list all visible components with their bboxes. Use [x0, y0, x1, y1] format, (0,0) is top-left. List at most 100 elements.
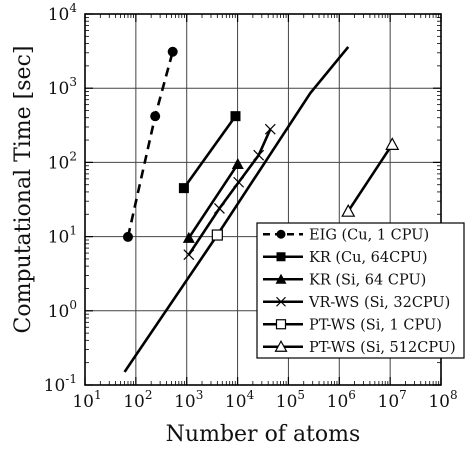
data-point-stroke [233, 176, 245, 188]
x-tick-label-base: 10 [174, 392, 196, 412]
y-tick-label-exp: 2 [69, 149, 77, 163]
legend-marker [276, 296, 286, 307]
y-tick-label-exp: 0 [69, 298, 77, 312]
legend-label: EIG (Cu, 1 CPU) [309, 227, 429, 243]
x-tick-label-base: 10 [72, 392, 94, 412]
series-line [123, 46, 350, 373]
legend-entry: KR (Si, 64 CPU) [263, 272, 426, 288]
x-tick-label-base: 10 [225, 392, 247, 412]
series-4 [123, 46, 350, 373]
legend: EIG (Cu, 1 CPU) KR (Cu, 64CPU) KR (Si, 64 … [256, 222, 465, 359]
legend-marker-stroke [276, 296, 286, 307]
legend-marker [274, 340, 288, 352]
series-line [187, 163, 239, 239]
x-tick-label-exp: 6 [348, 388, 356, 402]
series-line [182, 115, 237, 189]
data-point [253, 149, 265, 161]
y-tick-label: 104 [48, 1, 78, 25]
y-tick-label-exp: 3 [69, 75, 77, 89]
x-tick-label-exp: 5 [297, 388, 305, 402]
x-tick-label-exp: 1 [94, 388, 102, 402]
y-tick-label: 10-1 [44, 372, 77, 396]
y-axis-title: Computational Time [sec] [11, 46, 36, 334]
legend-entry: PT-WS (Si, 1 CPU) [263, 317, 442, 333]
x-tick-label-exp: 7 [399, 388, 407, 402]
data-point-stroke [183, 249, 195, 261]
series-line [347, 143, 394, 212]
legend-entry: KR (Cu, 64CPU) [263, 250, 428, 266]
y-tick-label-base: 10 [44, 376, 66, 396]
x-tick-label-base: 10 [123, 392, 145, 412]
legend-marker [275, 319, 287, 330]
series-5 [341, 137, 400, 217]
plot-frame [84, 13, 442, 386]
y-tick-label-exp: 4 [69, 1, 77, 15]
x-tick-label: 107 [378, 388, 407, 412]
data-point [341, 203, 356, 217]
data-point [230, 111, 241, 122]
x-tick-label: 101 [72, 388, 101, 412]
x-tick-label: 105 [276, 388, 305, 412]
y-tick-label-exp: -1 [65, 372, 77, 386]
data-point-stroke [253, 149, 265, 161]
legend-marker [276, 252, 286, 262]
tick-labels: 101 102 103 104 105 106 107 10810-1100101102103… [44, 1, 458, 412]
x-tick-label-exp: 2 [145, 388, 153, 402]
y-tick-label-exp: 1 [69, 224, 77, 238]
y-tick-label-base: 10 [48, 153, 70, 173]
series-2 [182, 158, 244, 243]
y-tick-label: 102 [48, 149, 77, 173]
data-point [150, 111, 161, 122]
data-point [178, 183, 189, 194]
data-point [214, 202, 225, 214]
y-tick-label: 100 [48, 298, 77, 322]
ticks [84, 13, 442, 386]
y-tick-label-base: 10 [48, 302, 70, 322]
series-layer [122, 46, 400, 373]
series-0 [122, 46, 178, 242]
x-tick-label-base: 10 [428, 392, 450, 412]
x-tick-label: 106 [327, 388, 356, 412]
x-axis-title: Number of atoms [166, 422, 361, 447]
y-tick-label-base: 10 [48, 79, 70, 99]
x-tick-label: 103 [174, 388, 203, 412]
x-tick-label: 104 [225, 388, 255, 412]
legend-label: KR (Cu, 64CPU) [309, 250, 428, 266]
y-tick-label: 103 [48, 75, 77, 99]
series-3 [183, 123, 276, 261]
legend-entry: PT-WS (Si, 512CPU) [263, 340, 456, 356]
legend-entry: VR-WS (Si, 32CPU) [263, 295, 450, 311]
x-tick-label-base: 10 [378, 392, 400, 412]
x-tick-label: 108 [428, 388, 457, 412]
x-tick-label: 102 [123, 388, 152, 412]
legend-label: PT-WS (Si, 1 CPU) [309, 317, 442, 333]
y-tick-label: 101 [48, 224, 77, 248]
data-point [211, 229, 223, 241]
data-point-stroke [264, 123, 276, 135]
legend-box [256, 222, 465, 359]
legend-marker [276, 229, 286, 239]
legend-entry: EIG (Cu, 1 CPU) [263, 227, 429, 243]
x-tick-label-exp: 3 [196, 388, 204, 402]
data-point [231, 158, 244, 170]
data-point [385, 137, 400, 150]
y-tick-label-base: 10 [48, 5, 70, 25]
legend-marker [275, 273, 287, 284]
data-point [183, 249, 195, 261]
data-point [233, 176, 245, 188]
y-tick-label-base: 10 [48, 228, 70, 248]
data-point [182, 231, 195, 243]
data-point [264, 123, 276, 135]
data-point [167, 46, 178, 57]
x-tick-label-exp: 8 [450, 388, 458, 402]
x-tick-label-base: 10 [276, 392, 298, 412]
data-point [122, 231, 133, 242]
x-tick-label-base: 10 [327, 392, 349, 412]
legend-label: VR-WS (Si, 32CPU) [308, 295, 450, 311]
legend-label: KR (Si, 64 CPU) [309, 272, 426, 288]
x-tick-label-exp: 4 [247, 388, 255, 402]
legend-label: PT-WS (Si, 512CPU) [309, 340, 456, 356]
data-point-stroke [214, 202, 225, 214]
series-1 [178, 111, 241, 194]
